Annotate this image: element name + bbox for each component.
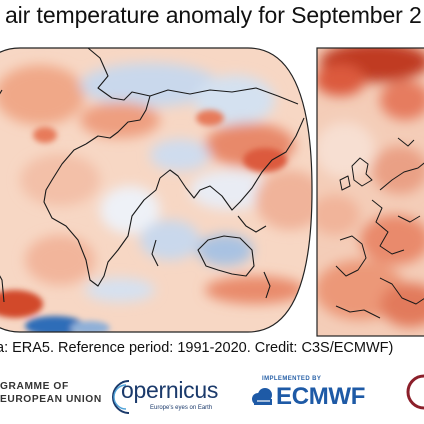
implemented-by-label: IMPLEMENTED BY [262,376,322,382]
eu-programme-logo: GRAMME OF EUROPEAN UNION [0,380,102,406]
copernicus-swirl-icon [112,380,130,414]
copernicus-tagline: Europe's eyes on Earth [150,405,213,411]
europe-anomaly-map [316,47,424,337]
programme-line-2: EUROPEAN UNION [0,394,102,405]
programme-line-1: GRAMME OF [0,381,69,392]
copernicus-wordmark: opernicus [121,377,219,403]
anomaly-maps [0,47,424,337]
c3s-arc-icon [406,374,424,410]
map-panels [0,40,424,340]
global-anomaly-map [0,47,313,333]
ecmwf-wordmark: ECMWF [276,383,366,410]
page-title: e air temperature anomaly for September … [0,2,422,28]
ecmwf-cloud-icon [252,388,272,405]
source-caption: a: ERA5. Reference period: 1991-2020. Cr… [0,340,394,356]
